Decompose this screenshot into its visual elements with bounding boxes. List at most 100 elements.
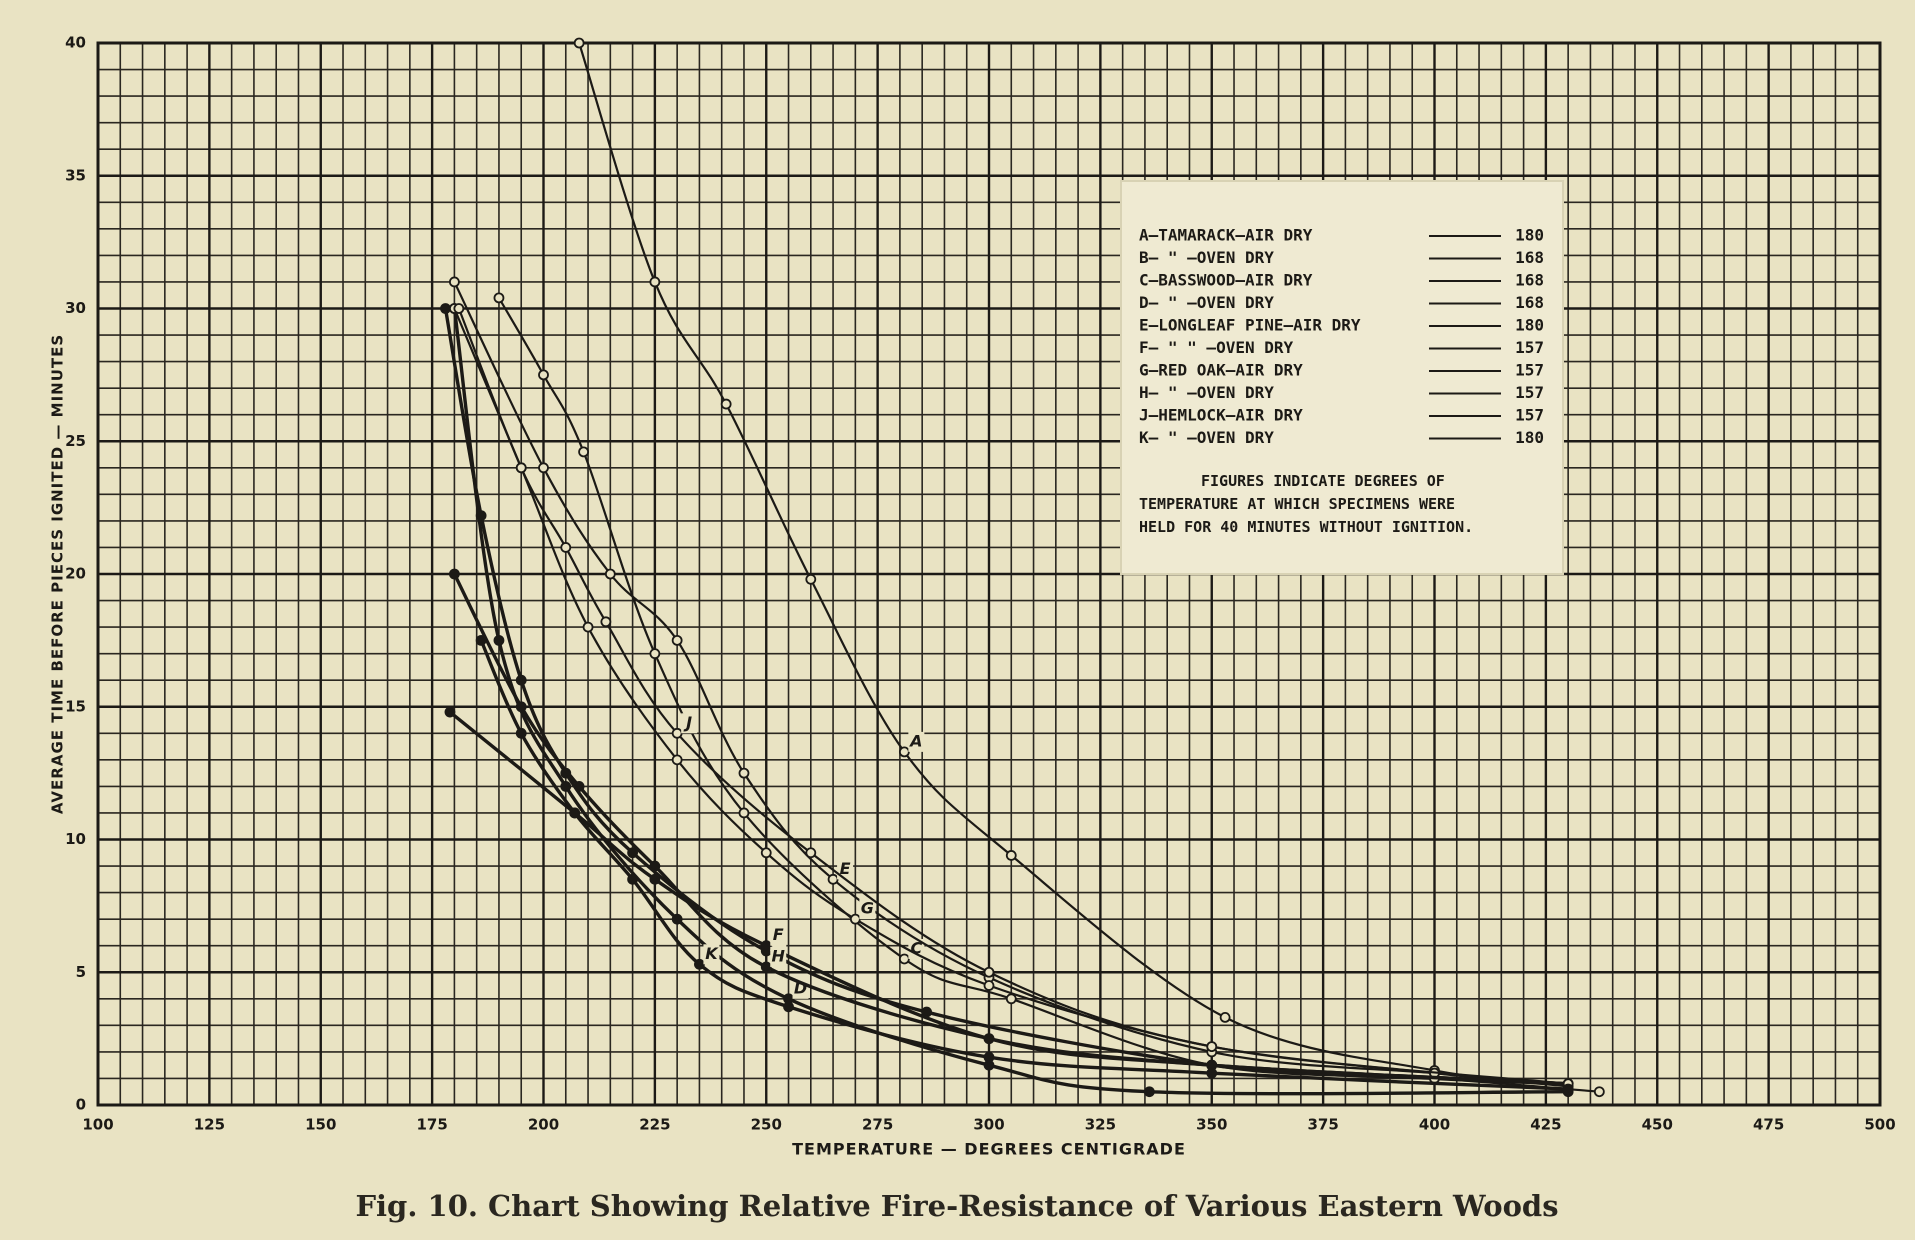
legend-degrees: 180 [1515, 428, 1544, 447]
data-point [538, 462, 549, 474]
data-point [649, 648, 661, 660]
legend-degrees: 157 [1515, 406, 1544, 425]
y-axis-label: AVERAGE TIME BEFORE PIECES IGNITED — MIN… [49, 334, 67, 814]
x-tick-label: 225 [639, 1116, 670, 1134]
y-tick-label: 10 [65, 830, 86, 848]
data-point [649, 873, 661, 885]
curve-label-bg [703, 944, 720, 965]
x-tick-label: 250 [751, 1116, 782, 1134]
data-point [573, 781, 585, 792]
data-point [649, 860, 661, 872]
y-tick-label: 5 [76, 963, 86, 981]
data-point [560, 781, 572, 792]
legend-entry: D— " —OVEN DRY [1139, 293, 1274, 312]
data-point [515, 701, 527, 713]
data-point [604, 568, 616, 580]
legend-entry: E—LONGLEAF PINE—AIR DRY [1139, 316, 1361, 335]
data-point [671, 913, 683, 925]
plot-frame [96, 41, 1882, 1107]
data-point [849, 913, 861, 925]
y-tick-label: 30 [65, 299, 86, 317]
curve-label-bg [770, 946, 787, 967]
data-point [783, 1001, 794, 1013]
curve-label: G [861, 899, 874, 918]
series-line [453, 281, 1569, 1085]
curve-label: A [908, 731, 922, 750]
data-point [1562, 1083, 1574, 1095]
data-point [448, 276, 460, 288]
curve-label-bg [908, 731, 925, 752]
data-point [760, 961, 772, 973]
data-point [738, 767, 750, 779]
legend-entry: F— " " —OVEN DRY [1139, 338, 1293, 357]
data-point [475, 634, 487, 646]
data-point [671, 634, 683, 646]
y-tick-label: 15 [65, 697, 86, 715]
legend-note: FIGURES INDICATE DEGREES OF TEMPERATURE A… [1139, 472, 1473, 536]
data-point [627, 847, 638, 859]
data-point [493, 634, 505, 646]
data-point [578, 446, 589, 458]
caption: Fig. 10. Chart Showing Relative Fire-Res… [355, 1189, 1558, 1223]
curve-label: H [772, 946, 786, 965]
data-point [560, 542, 572, 553]
curve-label: E [840, 859, 851, 878]
curve-label-bg [837, 859, 854, 880]
legend-degrees: 180 [1515, 316, 1544, 335]
y-tick-label: 25 [65, 432, 86, 450]
curve-label-bg [681, 713, 698, 734]
data-point [898, 746, 910, 758]
legend-entry: K— " —OVEN DRY [1139, 428, 1274, 447]
x-axis-label: TEMPERATURE — DEGREES CENTIGRADE [792, 1140, 1186, 1159]
legend-entry: J—HEMLOCK—AIR DRY [1139, 406, 1303, 425]
data-point [671, 754, 683, 766]
data-point [453, 303, 465, 314]
data-point [760, 847, 772, 859]
data-point [827, 873, 839, 885]
curve-label-bg [908, 938, 925, 959]
x-tick-label: 200 [528, 1116, 559, 1134]
data-point [582, 621, 594, 633]
data-point [1219, 1011, 1231, 1023]
data-point [569, 807, 581, 819]
curve-label: K [705, 944, 719, 963]
x-tick-label: 300 [973, 1116, 1004, 1134]
x-tick-label: 100 [82, 1116, 113, 1134]
data-point [1593, 1086, 1605, 1098]
legend-entry: H— " —OVEN DRY [1139, 383, 1274, 402]
x-tick-label: 275 [862, 1116, 893, 1134]
curve-label: F [773, 925, 784, 944]
legend-degrees: 157 [1515, 338, 1544, 357]
x-tick-label: 350 [1196, 1116, 1227, 1134]
legend-degrees: 168 [1515, 271, 1544, 290]
data-point [1005, 993, 1017, 1005]
data-point [738, 807, 750, 819]
x-tick-label: 375 [1307, 1116, 1338, 1134]
y-tick-label: 40 [65, 34, 86, 52]
data-point [1005, 850, 1017, 861]
data-point [444, 706, 456, 718]
legend-degrees: 168 [1515, 248, 1544, 267]
legend-box [1120, 180, 1564, 575]
data-point [515, 462, 527, 474]
data-point [627, 873, 638, 885]
data-point [898, 953, 910, 965]
data-point [805, 847, 817, 859]
x-tick-label: 175 [416, 1116, 447, 1134]
data-point [1143, 1086, 1155, 1098]
x-tick-label: 325 [1085, 1116, 1116, 1134]
legend-entry: G—RED OAK—AIR DRY [1139, 361, 1303, 380]
series-line [479, 639, 1569, 1091]
curve-label: J [683, 713, 692, 732]
x-tick-label: 500 [1864, 1116, 1895, 1134]
x-tick-label: 450 [1642, 1116, 1673, 1134]
data-point [440, 303, 451, 314]
data-point [694, 958, 705, 970]
x-tick-label: 475 [1753, 1116, 1784, 1134]
data-point [720, 398, 732, 410]
data-point [538, 369, 549, 381]
data-point [760, 940, 772, 952]
legend-degrees: 180 [1515, 226, 1544, 245]
data-point [983, 1051, 995, 1063]
